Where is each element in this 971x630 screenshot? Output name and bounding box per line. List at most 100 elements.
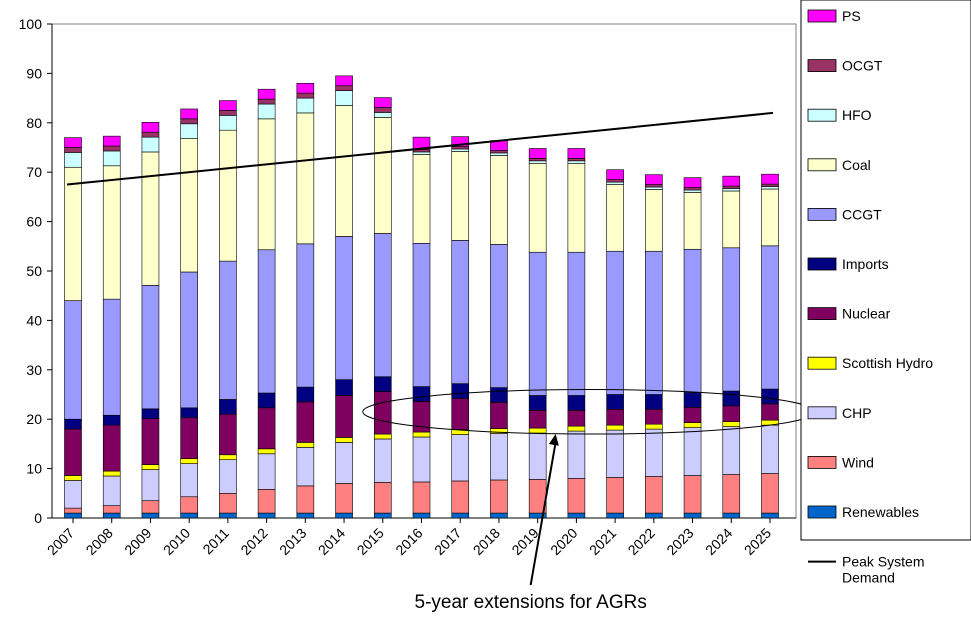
legend-label: HFO — [842, 107, 872, 123]
bar-segment-chp — [761, 424, 779, 474]
bar-segment-ccgt — [257, 249, 276, 394]
bar-segment-ccgt — [141, 285, 160, 410]
bar-segment-hfo — [180, 123, 198, 139]
bar-segment-coal — [335, 105, 353, 237]
bar-segment-hfo — [606, 181, 624, 185]
bar-segment-scottish-hydro — [296, 442, 315, 448]
bar-segment-renewables — [141, 512, 160, 519]
bar-segment-wind — [683, 475, 702, 514]
bar-segment-scottish-hydro — [722, 421, 741, 427]
x-tick-label: 2010 — [160, 525, 193, 558]
x-tick-label: 2024 — [702, 525, 735, 558]
legend-label: Nuclear — [842, 306, 891, 322]
x-tick-label: 2018 — [470, 525, 503, 558]
bar-segment-ps — [335, 75, 353, 87]
bar-segment-renewables — [683, 512, 702, 519]
bar-segment-ccgt — [451, 240, 470, 384]
bar-segment-renewables — [335, 512, 353, 519]
x-tick-label: 2017 — [431, 525, 464, 558]
bar-segment-imports — [64, 418, 82, 430]
legend-label: Peak System Demand — [842, 554, 924, 586]
bar-segment-imports — [219, 399, 237, 415]
bar-segment-ccgt — [412, 243, 431, 387]
legend-label: Coal — [842, 157, 871, 173]
x-tick-label: 2012 — [237, 525, 270, 558]
bar-segment-renewables — [567, 512, 586, 519]
bar-segment-ps — [373, 97, 392, 108]
bar-segment-coal — [180, 138, 198, 273]
bar-segment-renewables — [645, 512, 663, 519]
bar-segment-ccgt — [490, 244, 508, 388]
y-axis: 0 10 20 30 40 50 60 70 80 90 100 — [19, 16, 53, 526]
bar-segment-wind — [606, 477, 624, 514]
bar-segment-hfo — [373, 112, 392, 118]
legend-label: Imports — [842, 256, 889, 272]
legend-label: CCGT — [842, 206, 882, 222]
bar-segment-ps — [102, 135, 121, 147]
bar-segment-hfo — [335, 90, 353, 106]
bar-segment-imports — [257, 392, 276, 409]
bar-segment-nuclear — [606, 409, 624, 426]
annotation-text: 5-year extensions for AGRs — [415, 592, 647, 613]
bar-segment-ccgt — [567, 251, 586, 396]
bar-segment-ocgt — [64, 147, 82, 153]
bar-segment-nuclear — [567, 410, 586, 427]
bar-segment-imports — [645, 394, 663, 410]
bar-segment-scottish-hydro — [141, 464, 160, 470]
bar-segment-wind — [296, 485, 315, 514]
bar-segment-imports — [761, 388, 779, 405]
bar-segment-coal — [490, 155, 508, 245]
legend: PS OCGT HFO Coal CCGT Imports Nuclear Scottish … — [800, 0, 971, 586]
legend-swatch — [807, 257, 837, 271]
bar-segment-ocgt — [335, 85, 353, 91]
bar-segment-ps — [606, 169, 624, 180]
bar-segment-hfo — [528, 160, 547, 164]
bar-segment-ocgt — [141, 131, 160, 138]
bar-segment-wind — [567, 478, 586, 514]
bar-segment-ps — [528, 148, 547, 159]
bar-segment-hfo — [567, 160, 586, 164]
bar-segment-nuclear — [373, 391, 392, 435]
bar-segment-chp — [219, 459, 237, 494]
bar-segment-wind — [451, 480, 470, 514]
bar-segment-renewables — [219, 512, 237, 519]
annotation-arrowhead — [548, 434, 559, 446]
bar-segment-ps — [64, 137, 82, 148]
bar-segment-coal — [761, 188, 779, 247]
bar-segment-scottish-hydro — [335, 437, 353, 443]
x-tick-label: 2014 — [315, 525, 348, 558]
legend-swatch — [807, 108, 837, 122]
bar-segment-renewables — [102, 512, 121, 519]
bar-segment-coal — [722, 190, 741, 249]
bar-segment-chp — [722, 426, 741, 475]
x-tick-label: 2011 — [199, 525, 232, 558]
bar-segment-ocgt — [451, 146, 470, 150]
bar-segment-renewables — [451, 512, 470, 519]
bar-segment-ocgt — [606, 179, 624, 183]
bar-segment-ps — [219, 100, 237, 111]
bar-segment-imports — [180, 407, 198, 419]
bar-segment-coal — [257, 118, 276, 251]
bar-segment-chp — [451, 434, 470, 482]
legend-label: Scottish Hydro — [842, 355, 933, 371]
bar-segment-ccgt — [722, 247, 741, 392]
bar-segment-scottish-hydro — [180, 458, 198, 464]
bar-segment-chp — [373, 438, 392, 483]
bar-segment-chp — [683, 427, 702, 476]
bar-segment-hfo — [645, 186, 663, 190]
bar-segment-ocgt — [490, 150, 508, 154]
bar-segment-renewables — [761, 512, 779, 519]
bar-segment-wind — [141, 500, 160, 514]
bar-segment-nuclear — [451, 398, 470, 430]
bar-segment-scottish-hydro — [683, 422, 702, 428]
bar-segment-wind — [490, 479, 508, 514]
bar-segment-scottish-hydro — [257, 448, 276, 455]
legend-swatch — [807, 9, 837, 23]
bar-segment-coal — [219, 129, 237, 262]
peak-system-demand-line — [66, 111, 774, 186]
bar-segment-imports — [567, 395, 586, 411]
bar-segment-hfo — [412, 151, 431, 155]
bar-segment-imports — [412, 386, 431, 402]
bar-segment-chp — [64, 480, 82, 509]
bar-segment-chp — [412, 436, 431, 483]
